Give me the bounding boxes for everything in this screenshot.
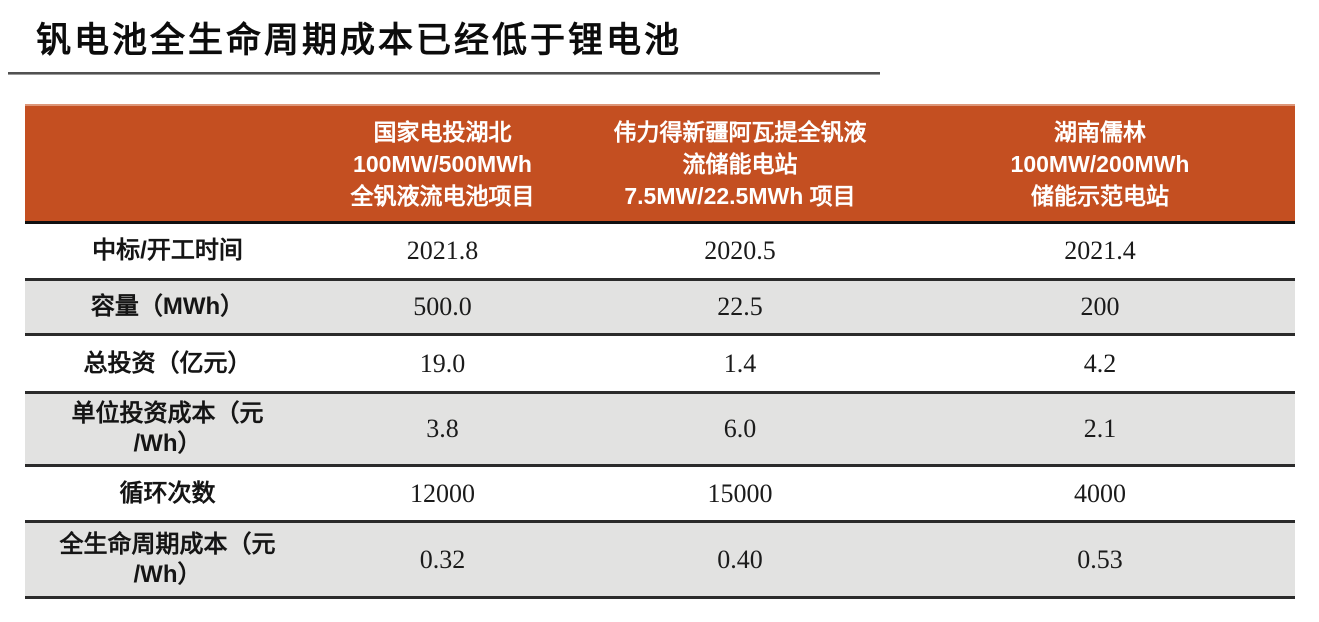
table-row: 中标/开工时间 2021.8 2020.5 2021.4 — [25, 224, 1295, 278]
row-label: 单位投资成本（元 /Wh） — [25, 394, 310, 464]
header-cell-project-1: 国家电投湖北 100MW/500MWh 全钒液流电池项目 — [310, 106, 575, 221]
header-cell-project-2: 伟力得新疆阿瓦提全钒液 流储能电站 7.5MW/22.5MWh 项目 — [575, 106, 905, 221]
header-line: 储能示范电站 — [1031, 182, 1169, 209]
header-line: 100MW/500MWh — [353, 150, 532, 177]
table-row: 全生命周期成本（元 /Wh） 0.32 0.40 0.53 — [25, 520, 1295, 599]
header-line: 7.5MW/22.5MWh 项目 — [624, 182, 856, 209]
cell-value: 2.1 — [1083, 414, 1117, 443]
row-label-line: 全生命周期成本（元 — [59, 530, 276, 558]
row-label: 总投资（亿元） — [25, 336, 310, 391]
header-line: 湖南儒林 — [1054, 118, 1146, 145]
cell-value: 19.0 — [419, 348, 466, 378]
table-row: 单位投资成本（元 /Wh） 3.8 6.0 2.1 — [25, 391, 1295, 467]
cell-value: 0.53 — [1077, 544, 1123, 574]
cell-value: 500.0 — [413, 292, 472, 321]
header-line: 流储能电站 — [682, 150, 798, 177]
table-header-row: 国家电投湖北 100MW/500MWh 全钒液流电池项目 伟力得新疆阿瓦提全钒液… — [25, 104, 1295, 224]
header-cell-blank — [25, 106, 310, 221]
row-label-line: 循环次数 — [119, 479, 216, 507]
projects-comparison-table: 国家电投湖北 100MW/500MWh 全钒液流电池项目 伟力得新疆阿瓦提全钒液… — [25, 104, 1295, 599]
cell-value: 0.32 — [419, 544, 466, 574]
cell-value: 4.2 — [1083, 348, 1117, 378]
header-line: 全钒液流电池项目 — [350, 182, 535, 209]
row-label-line: 容量（MWh） — [90, 293, 245, 320]
cell-value: 3.8 — [426, 414, 459, 443]
cell-value: 200 — [1080, 292, 1120, 321]
cell-value: 4000 — [1074, 478, 1126, 508]
row-label-line: 单位投资成本（元 — [71, 400, 264, 427]
cell-value: 2021.4 — [1064, 236, 1136, 265]
cell-value: 1.4 — [723, 348, 757, 378]
cell-value: 12000 — [410, 478, 475, 508]
table-row: 循环次数 12000 15000 4000 — [25, 467, 1295, 520]
title-underline — [8, 72, 880, 75]
row-label: 容量（MWh） — [25, 281, 310, 333]
cell-value: 6.0 — [723, 414, 757, 443]
header-line: 伟力得新疆阿瓦提全钒液 — [613, 118, 867, 145]
table-row: 容量（MWh） 500.0 22.5 200 — [25, 278, 1295, 336]
cell-value: 22.5 — [717, 292, 763, 321]
header-line: 国家电投湖北 — [373, 118, 512, 145]
row-label-line: /Wh） — [133, 430, 202, 457]
row-label: 循环次数 — [25, 467, 310, 520]
row-label: 全生命周期成本（元 /Wh） — [25, 523, 310, 596]
cell-value: 0.40 — [717, 544, 763, 574]
row-label: 中标/开工时间 — [25, 224, 310, 278]
page-title: 钒电池全生命周期成本已经低于锂电池 — [36, 21, 683, 60]
header-line: 100MW/200MWh — [1010, 150, 1190, 177]
row-label-line: 中标/开工时间 — [92, 237, 243, 264]
cell-value: 2020.5 — [704, 236, 776, 265]
row-label-line: 总投资（亿元） — [83, 349, 252, 377]
row-label-line: /Wh） — [133, 560, 202, 588]
header-cell-project-3: 湖南儒林 100MW/200MWh 储能示范电站 — [905, 106, 1295, 221]
cell-value: 15000 — [707, 478, 773, 508]
table-row: 总投资（亿元） 19.0 1.4 4.2 — [25, 336, 1295, 391]
cell-value: 2021.8 — [406, 236, 479, 265]
